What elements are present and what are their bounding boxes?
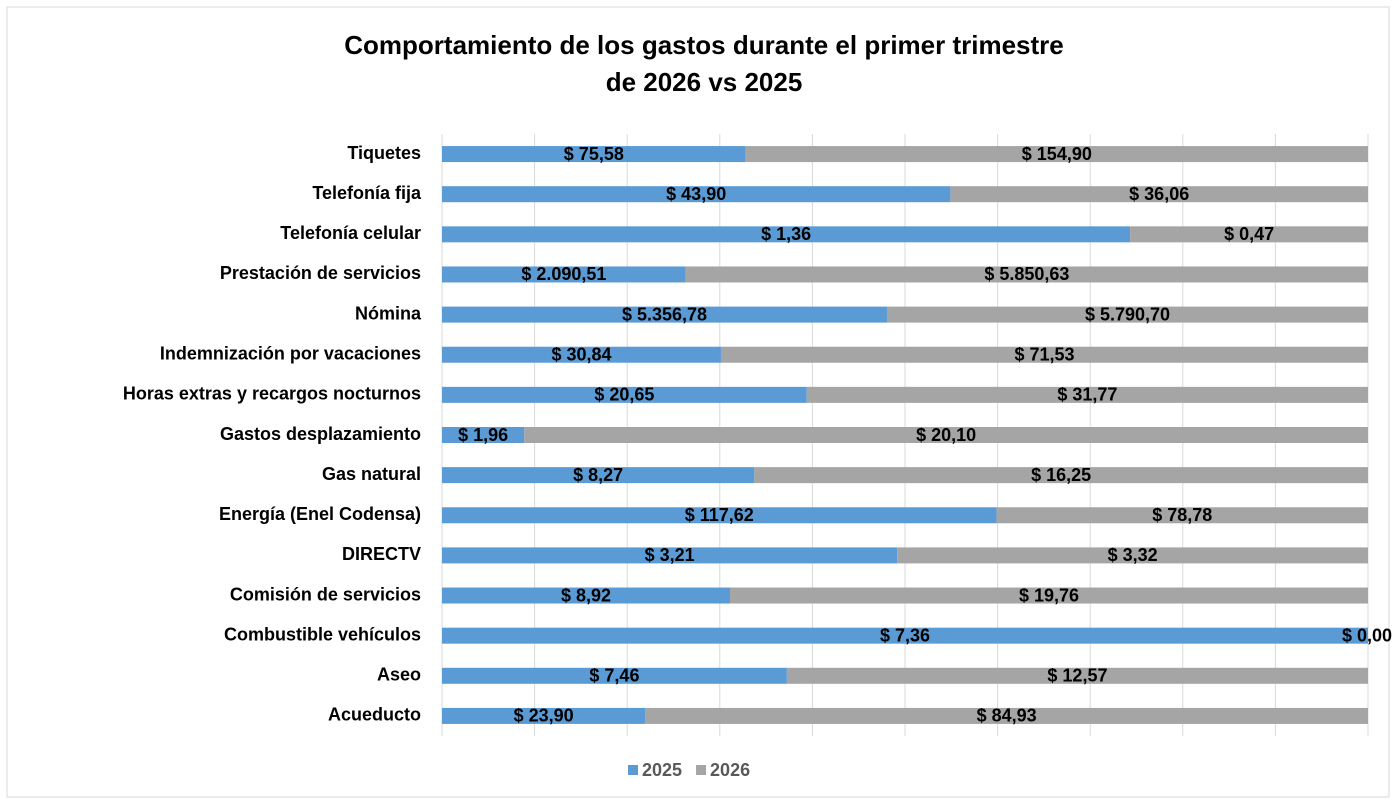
data-label: $ 7,46 (589, 666, 639, 686)
bar-segment (685, 266, 1368, 283)
bar-segment (886, 306, 1368, 323)
legend-label: 2026 (710, 760, 750, 780)
data-label: $ 20,10 (916, 425, 976, 445)
chart-title: de 2026 vs 2025 (606, 67, 803, 97)
y-tick-label: Aseo (377, 665, 421, 685)
bar-segment (442, 587, 731, 604)
y-tick-label: DIRECTV (342, 544, 421, 564)
bar-segment (442, 186, 951, 203)
data-label: $ 84,93 (977, 706, 1037, 726)
data-label: $ 19,76 (1019, 585, 1079, 605)
data-label: $ 0,47 (1224, 224, 1274, 244)
bar-segment (524, 427, 1368, 443)
data-label: $ 23,90 (514, 706, 574, 726)
data-label: $ 16,25 (1031, 465, 1091, 485)
bar-segment (442, 627, 1368, 644)
bar-segment (754, 467, 1368, 484)
bar-segment (442, 306, 887, 323)
y-tick-label: Indemnización por vacaciones (160, 343, 421, 363)
data-label: $ 20,65 (594, 385, 654, 405)
legend-label: 2025 (642, 760, 682, 780)
bar-segment (730, 587, 1368, 604)
bar-segment (442, 467, 755, 484)
y-tick-label: Nómina (355, 303, 422, 323)
data-label: $ 2.090,51 (521, 264, 606, 284)
data-label: $ 7,36 (880, 625, 930, 645)
data-label: $ 36,06 (1129, 184, 1189, 204)
data-label: $ 31,77 (1057, 385, 1117, 405)
bar-segment (897, 547, 1368, 564)
bar-segment (442, 386, 807, 403)
data-label: $ 1,36 (761, 224, 811, 244)
data-label: $ 43,90 (666, 184, 726, 204)
bar-segment (442, 507, 997, 524)
data-label: $ 71,53 (1014, 344, 1074, 364)
bar-segment (442, 266, 686, 283)
legend-swatch (628, 765, 638, 775)
y-tick-label: Tiquetes (347, 143, 421, 163)
data-label: $ 12,57 (1047, 666, 1107, 686)
data-label: $ 5.356,78 (622, 304, 707, 324)
bar-segment (1130, 226, 1368, 243)
y-tick-label: Gastos desplazamiento (220, 424, 421, 444)
data-label: $ 0,00 (1342, 625, 1392, 645)
bar-segment (442, 346, 721, 363)
data-label: $ 3,21 (645, 545, 695, 565)
data-label: $ 1,96 (458, 425, 508, 445)
legend-swatch (696, 765, 707, 775)
y-tick-label: Prestación de servicios (220, 263, 421, 283)
bar-segment (442, 146, 746, 163)
chart-title: Comportamiento de los gastos durante el … (344, 30, 1064, 60)
y-tick-label: Combustible vehículos (224, 624, 421, 644)
data-label: $ 8,92 (561, 585, 611, 605)
data-label: $ 117,62 (685, 505, 754, 525)
bar-segment (442, 707, 646, 724)
y-tick-label: Telefonía celular (280, 223, 421, 243)
y-tick-label: Acueducto (328, 705, 421, 725)
bar-segment (745, 146, 1368, 163)
bar-segment (442, 547, 898, 564)
bar-segment (442, 427, 525, 443)
bar-segment (806, 386, 1368, 403)
data-label: $ 5.790,70 (1085, 304, 1170, 324)
y-tick-label: Energía (Enel Codensa) (219, 504, 421, 524)
data-label: $ 8,27 (573, 465, 623, 485)
y-tick-label: Comisión de servicios (230, 584, 421, 604)
data-label: $ 3,32 (1108, 545, 1158, 565)
bar-segment (645, 707, 1368, 724)
bar-segment (442, 226, 1131, 243)
data-label: $ 75,58 (564, 144, 624, 164)
data-label: $ 78,78 (1152, 505, 1212, 525)
y-tick-label: Horas extras y recargos nocturnos (123, 384, 421, 404)
data-label: $ 154,90 (1022, 144, 1092, 164)
y-tick-label: Gas natural (322, 464, 421, 484)
bar-segment (996, 507, 1368, 524)
data-label: $ 5.850,63 (984, 264, 1069, 284)
y-tick-label: Telefonía fija (312, 183, 422, 203)
bar-segment (442, 667, 787, 684)
bar-segment (720, 346, 1368, 363)
data-label: $ 30,84 (551, 344, 611, 364)
bar-segment (786, 667, 1368, 684)
bar-segment (950, 186, 1368, 203)
